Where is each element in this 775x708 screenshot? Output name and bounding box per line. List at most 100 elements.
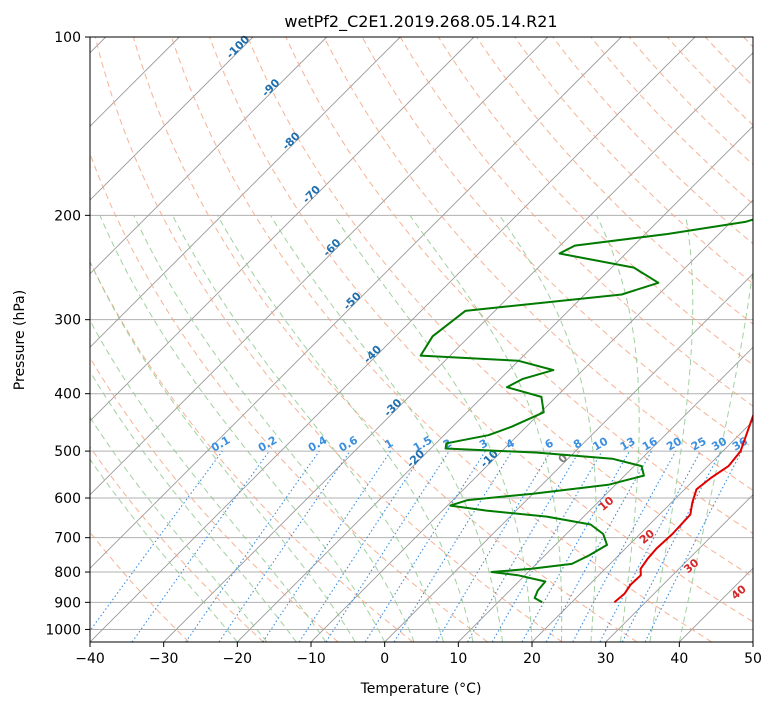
dry-adiabat-line (90, 152, 488, 642)
moist-adiabat-line (217, 215, 474, 642)
dry-adiabat-line (666, 37, 753, 126)
mixing-ratio-line (90, 450, 223, 632)
x-tick-label: 0 (380, 651, 389, 667)
moist-adiabat-line (133, 215, 415, 642)
x-tick-label: 30 (597, 651, 615, 667)
x-tick-label: 10 (449, 651, 467, 667)
mixing-ratio-line (572, 450, 677, 642)
y-tick-label: 600 (54, 491, 81, 507)
mixing-ratio-line (364, 450, 486, 642)
dry-adiabat-line (171, 37, 712, 642)
y-tick-label: 100 (54, 30, 81, 46)
isotherm-line (310, 199, 753, 642)
dry-adiabat-label: 40 (729, 582, 749, 602)
mixing-ratio-label: 6 (543, 436, 556, 451)
isotherm-label: -50 (341, 289, 364, 312)
mixing-ratio-line (599, 450, 701, 642)
x-tick-label: 20 (523, 651, 541, 667)
isotherm-line (678, 567, 753, 642)
mixing-ratio-line (467, 450, 580, 642)
isotherm-label: -80 (280, 129, 303, 152)
y-tick-label: 500 (54, 444, 81, 460)
dry-adiabat-line (590, 37, 753, 205)
isotherm-line (90, 37, 696, 642)
isotherm-line (457, 346, 753, 642)
moist-adiabat-line (90, 458, 238, 642)
isotherm-line (90, 37, 401, 348)
x-tick-label: −20 (223, 651, 253, 667)
dry-adiabat-line (552, 37, 753, 245)
y-axis-label: Pressure (hPa) (12, 290, 28, 390)
background-lines (90, 37, 753, 642)
y-tick-label: 700 (54, 531, 81, 547)
moist-adiabat-line (270, 215, 503, 642)
dry-adiabat-line (743, 37, 753, 48)
grid-layer (90, 37, 753, 642)
dry-adiabat-line (437, 37, 753, 366)
isotherm-line (90, 37, 328, 275)
mixing-ratio-line (262, 450, 392, 642)
moist-adiabat-line (90, 260, 356, 642)
isotherm-line (90, 37, 549, 496)
dry-adiabat-label: 10 (596, 494, 616, 514)
dry-adiabat-line (399, 37, 753, 407)
isotherm-line (90, 37, 475, 422)
dry-adiabat-label: 30 (681, 556, 701, 576)
isotherm-line (163, 52, 753, 642)
dry-adiabat-line (209, 37, 753, 623)
isotherm-line (236, 125, 753, 642)
dry-adiabat-line (90, 446, 264, 642)
dry-adiabat-line (132, 37, 638, 642)
dry-adiabat-line (90, 260, 414, 642)
x-axis-label: Temperature (°C) (360, 681, 482, 697)
axis-ticks: −40 −30 −20 −10 0 10 20 30 40 50 100 200 300 400 500 60… (45, 30, 762, 667)
mixing-ratio-line (131, 450, 270, 642)
dry-adiabat-line (514, 37, 753, 285)
isotherm-line (384, 273, 753, 642)
moist-adiabat-line (678, 265, 753, 642)
moist-adiabat-line (596, 215, 640, 642)
x-tick-label: −30 (149, 651, 179, 667)
isotherm-label: -40 (361, 343, 384, 366)
chart-title: wetPf2_C2E1.2019.268.05.14.R21 (284, 12, 557, 32)
dry-adiabat-label: 20 (637, 527, 657, 547)
series-layer (419, 218, 753, 604)
y-tick-label: 1000 (45, 622, 81, 638)
isotherm-line (90, 37, 622, 569)
mixing-ratio-line (491, 450, 603, 642)
moist-adiabat-line (90, 370, 297, 642)
x-tick-label: 50 (744, 651, 762, 667)
line-labels: 0.1 0.2 0.4 0.6 1 1.5 2 3 4 6 8 10 13 16 20 25 30 36-100-… (209, 33, 750, 603)
x-tick-label: −10 (296, 651, 326, 667)
dry-adiabat-line (90, 356, 339, 642)
plot-frame (89, 36, 754, 643)
mixing-ratio-line (325, 450, 450, 642)
moist-adiabat-line (99, 215, 386, 642)
mixing-ratio-line (218, 450, 351, 642)
dry-adiabat-line (323, 37, 753, 491)
dry-adiabat-line (247, 37, 753, 578)
moist-adiabat-line (649, 215, 694, 642)
moist-adiabat-line (409, 215, 563, 642)
y-tick-label: 200 (54, 208, 81, 224)
isotherm-label: -60 (320, 236, 343, 259)
moist-adiabat-line (90, 416, 268, 642)
mixing-ratio-line (435, 450, 552, 642)
x-tick-label: −40 (75, 651, 105, 667)
mixing-ratio-line (545, 450, 653, 642)
y-tick-label: 400 (54, 387, 81, 403)
moist-adiabat-line (172, 215, 445, 642)
mixing-ratio-line (393, 450, 513, 642)
isotherm-label: -70 (300, 183, 323, 206)
moist-adiabat-line (90, 319, 327, 642)
y-tick-label: 900 (54, 595, 81, 611)
x-tick-label: 40 (670, 651, 688, 667)
dewpoint-profile-line (419, 218, 753, 604)
temperature-profile-line (613, 412, 753, 604)
isotherm-line (605, 494, 753, 642)
mixing-ratio-label: 4 (504, 436, 517, 451)
dry-adiabat-line (476, 37, 753, 325)
dry-adiabat-line (94, 37, 563, 642)
mixing-ratio-line (521, 450, 630, 642)
